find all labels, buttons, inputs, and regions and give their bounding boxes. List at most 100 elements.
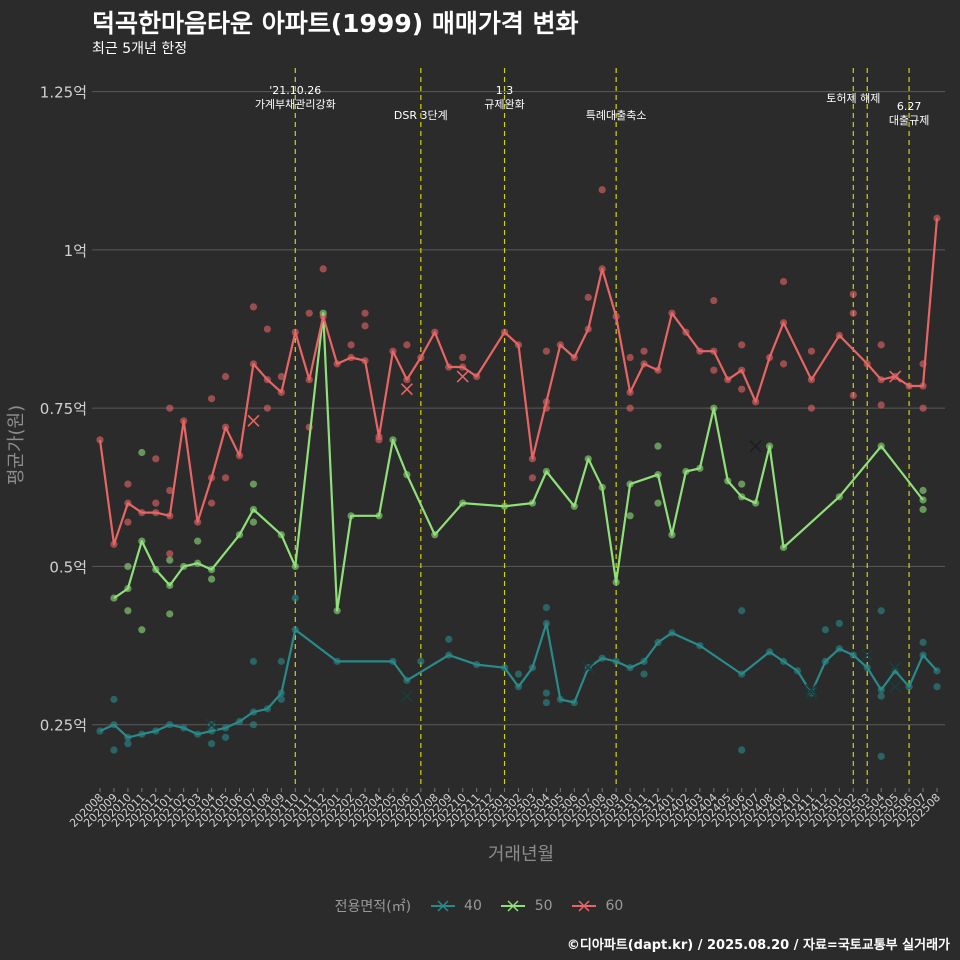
transaction-point-40 [877,752,885,760]
transaction-points [96,186,941,760]
transaction-point-50 [249,480,258,488]
series-lines [98,218,939,739]
y-tick-label: 0.5억 [49,558,87,576]
transaction-point-60 [849,309,857,317]
transaction-point-60 [166,486,174,495]
legend-title: 전용면적(㎡) [334,899,412,915]
cancelled-marker-60 [400,383,413,396]
transaction-point-60 [528,474,537,482]
series-line-40 [99,622,938,739]
transaction-point-60 [807,347,816,355]
transaction-point-60 [807,404,816,412]
transaction-point-60 [779,277,788,286]
transaction-point-60 [626,353,634,362]
transaction-point-50 [124,607,132,615]
transaction-point-60 [877,341,885,349]
transaction-point-50 [138,448,146,457]
transaction-point-50 [124,562,132,571]
transaction-point-60 [208,395,216,403]
series-line-60 [98,218,939,546]
transaction-point-60 [459,353,467,362]
transaction-point-40 [417,657,425,665]
y-axis-ticks: 0.25억 0.5억 0.75억 1억 1.25억 [40,84,87,735]
transaction-point-40 [933,683,941,691]
event-label: '21.10.26 가계부채관리강화 [255,84,336,111]
x-axis-ticks: 2020082020092020102020112020122021012021… [67,788,943,830]
transaction-point-50 [194,537,202,545]
event-label: 토허제 해제 [826,91,880,105]
transaction-point-60 [640,347,648,355]
cancelled-marker-40 [400,690,413,703]
transaction-point-60 [361,322,369,330]
transaction-point-40 [249,657,258,665]
grid-lines [92,91,945,726]
transaction-point-40 [277,657,285,665]
transaction-point-40 [542,689,551,697]
transaction-point-50 [166,610,174,618]
transaction-point-50 [208,575,216,583]
transaction-point-60 [598,186,606,194]
transaction-point-60 [710,296,718,305]
transaction-point-40 [877,692,885,700]
legend-label-60: 60 [605,898,624,914]
series-line-50 [113,312,924,612]
transaction-point-40 [640,670,648,678]
source-caption: ©디아파트(dapt.kr) / 2025.08.20 / 자료=국토교통부 실… [566,938,950,953]
legend-key-60 [572,900,597,912]
event-label: 6.27 대출규제 [889,100,929,127]
transaction-point-60 [919,404,927,412]
x-axis-label: 거래년월 [488,844,554,865]
transaction-point-60 [738,385,746,393]
transaction-point-60 [361,309,369,317]
transaction-point-50 [138,626,146,634]
transaction-point-40 [249,721,258,729]
legend-label-50: 50 [534,898,553,914]
y-tick-label: 0.25억 [40,717,87,735]
transaction-point-60 [124,480,132,488]
transaction-point-40 [877,607,885,615]
transaction-point-60 [779,360,788,368]
transaction-point-50 [626,512,634,520]
y-tick-label: 1억 [64,242,87,260]
transaction-point-50 [654,499,662,507]
transaction-point-60 [319,265,327,273]
transaction-point-50 [738,480,746,488]
transaction-point-40 [542,603,551,612]
transaction-point-60 [208,499,216,507]
legend-item-60: 60 [571,898,629,914]
transaction-point-60 [124,518,132,526]
transaction-point-50 [166,556,174,564]
transaction-point-60 [347,341,355,349]
transaction-point-40 [110,695,118,703]
cancelled-marker-40 [889,661,902,674]
transaction-point-60 [375,436,383,444]
cancelled-marker-40 [205,718,218,731]
transaction-point-60 [152,455,160,463]
cancelled-markers [205,370,902,731]
transaction-point-40 [514,670,523,678]
legend-item-40: 40 [430,898,488,914]
transaction-point-60 [263,325,271,333]
transaction-point-60 [877,401,885,409]
legend-key-50 [501,900,526,912]
transaction-point-40 [110,746,118,754]
chart-subtitle: 최근 5개년 한정 [92,41,188,57]
chart-title: 덕곡한마음타운 아파트(1999) 매매가격 변화 [92,9,579,38]
transaction-point-50 [919,505,927,514]
transaction-point-60 [277,372,285,381]
transaction-point-60 [152,499,160,507]
transaction-point-40 [738,607,746,615]
y-axis-label: 평균가(원) [6,405,27,485]
transaction-point-40 [221,733,230,741]
y-tick-label: 1.25억 [40,84,87,102]
transaction-point-60 [849,391,857,400]
cancelled-marker-40 [805,686,818,700]
event-label: 특례대출축소 [586,109,647,122]
cancelled-marker-60 [456,370,469,383]
transaction-point-50 [654,442,662,450]
cancelled-marker-60 [247,414,260,427]
transaction-point-60 [542,347,551,355]
transaction-point-50 [919,486,927,495]
